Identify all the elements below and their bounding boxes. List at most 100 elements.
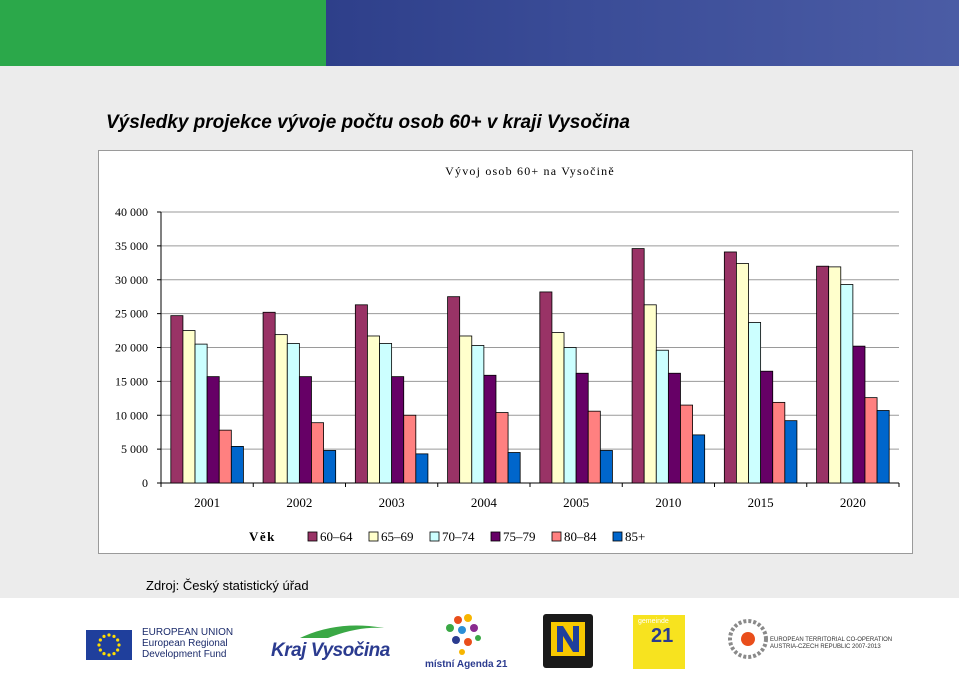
eu-star-icon [107,653,111,657]
eu-text-line-2: European Regional [142,638,228,649]
bar [784,420,798,484]
x-tick-label: 2005 [563,495,589,510]
chart-container: Vývoj osob 60+ na Vysočině 0 5 000 10 000 15… [98,150,913,554]
bar [575,372,589,484]
bar [403,414,417,484]
bar [170,315,184,484]
bar [391,376,405,484]
eu-star-icon [98,638,102,642]
gemeinde-text: gemeinde [638,618,669,625]
bar [631,248,645,484]
bar [286,343,300,484]
legend-label: 80–84 [564,529,597,544]
top-banner [0,0,959,66]
bar [736,263,749,484]
agenda21-logo: místní Agenda 21 [420,612,510,672]
etc-logo: EUROPEAN TERRITORIAL CO-OPERATION AUSTRI… [726,613,892,671]
gemeinde21-logo: gemeinde 21 [633,615,685,669]
kraj-logo-text: Kraj Vysočina [271,640,390,661]
top-banner-green [0,0,326,66]
etc-logo-text: EUROPEAN TERRITORIAL CO-OPERATION AUSTRI… [770,637,892,651]
slide-title: Výsledky projekce vývoje počtu osob 60+ … [106,112,630,133]
legend-swatch [612,531,623,542]
gemeinde-21-text: 21 [651,625,674,647]
eu-star-icon [116,638,120,642]
legend-title: Věk [249,529,276,544]
bar [852,345,866,484]
legend-label: 85+ [625,529,645,544]
eu-logo-text: EUROPEAN UNION European Regional Develop… [142,627,233,660]
bar [323,450,337,484]
legend-label: 75–79 [503,529,536,544]
bar [274,334,288,484]
legend-swatch [490,531,501,542]
etc-circle-icon [728,619,768,659]
bar [415,453,429,484]
y-tick-label: 35 000 [115,239,148,253]
bar [194,343,208,484]
bar [471,345,485,484]
eu-star-icon [117,643,121,647]
y-tick-label: 20 000 [115,341,148,355]
bar [182,330,196,484]
bar [379,343,393,484]
x-tick-label: 2003 [379,495,405,510]
bar [354,304,368,484]
bar [551,332,565,484]
bar [539,291,553,484]
eu-star-icon [112,652,116,656]
bar [760,370,774,484]
x-tick-label: 2020 [840,495,866,510]
eu-star-icon [97,643,101,647]
x-tick-label: 2002 [286,495,312,510]
bar [459,335,473,484]
legend-label: 70–74 [442,529,475,544]
bar [495,412,509,484]
bar [772,401,786,484]
bar [218,429,232,484]
y-tick-label: 5 000 [121,442,148,456]
y-tick-label: 10 000 [115,408,148,422]
bar [262,311,276,484]
y-tick-label: 30 000 [115,273,148,287]
legend-label: 65–69 [381,529,414,544]
bar [563,347,577,484]
bar [655,349,669,484]
legend-swatch [429,531,440,542]
eu-star-icon [98,648,102,652]
eu-star-icon [102,634,106,638]
top-banner-blue [326,0,959,66]
kraj-vysocina-logo: Kraj Vysočina [268,622,390,666]
legend-swatch [368,531,379,542]
legend-label: 60–64 [320,529,353,544]
y-tick-label: 0 [142,476,148,490]
bar [298,376,312,484]
eu-text-line-1: EUROPEAN UNION [142,627,234,638]
bar [311,422,324,484]
x-tick-label: 2010 [655,495,681,510]
bar [507,452,521,484]
bar [876,410,890,484]
eu-star-icon [112,634,116,638]
bar [828,266,842,484]
bar [230,446,244,484]
eu-flag-logo [86,630,132,660]
eu-text-line-3: Development Fund [142,649,227,660]
bar [680,404,693,484]
x-tick-label: 2001 [194,495,220,510]
bar [206,376,220,484]
etc-text-line-1: EUROPEAN TERRITORIAL CO-OPERATION [770,637,893,643]
kraj-swoosh-icon [300,625,384,638]
n-shield-icon [543,614,593,668]
eu-stars-icon [97,633,121,657]
bar [840,284,854,484]
bar [667,372,681,484]
bar [723,251,737,484]
bar [483,374,497,484]
bar [587,410,601,484]
x-tick-label: 2015 [748,495,774,510]
bar [447,296,461,484]
bar [748,322,762,484]
x-tick-label: 2004 [471,495,498,510]
agenda21-dots-icon [446,614,481,655]
